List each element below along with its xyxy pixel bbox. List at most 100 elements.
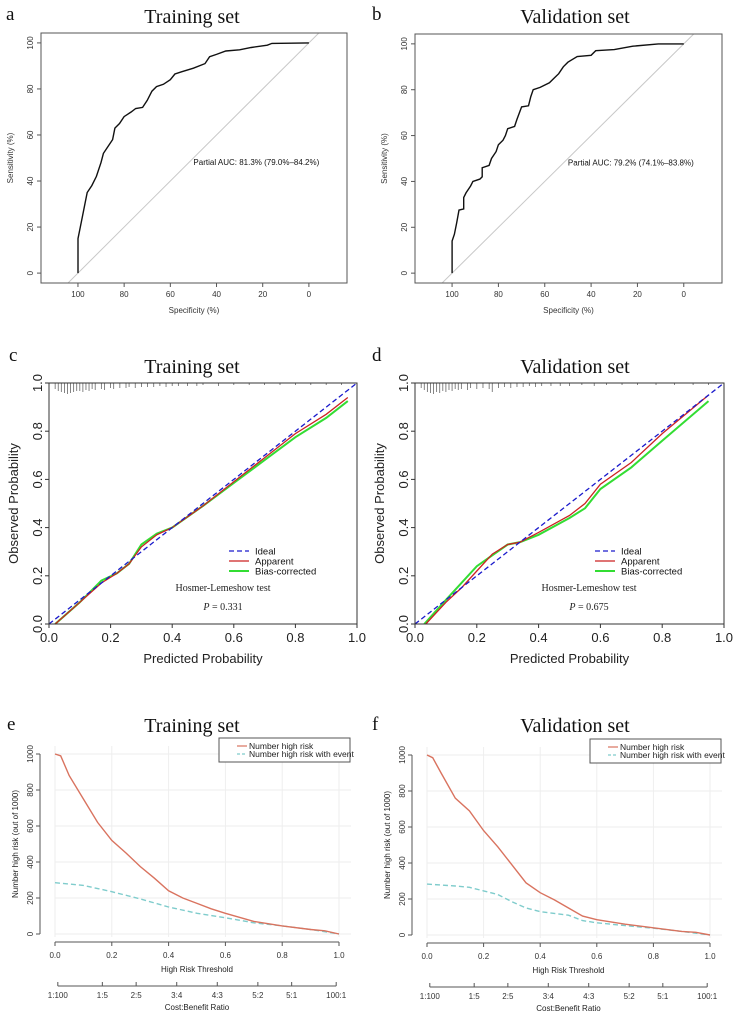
x-tick-label: 1.0	[333, 951, 345, 960]
ideal-line	[48, 382, 358, 625]
with-event-line	[426, 883, 711, 936]
x-tick-label: 40	[587, 290, 596, 299]
ideal-line	[414, 382, 725, 625]
x-tick-label: 0.2	[478, 952, 490, 961]
x-axis-label: Specificity (%)	[543, 306, 594, 315]
p-value: = 0.331	[209, 602, 242, 613]
legend-box	[218, 737, 351, 763]
apparent-line	[54, 396, 349, 625]
chart-title: Validation set	[520, 6, 630, 28]
auc-annotation: Partial AUC: 81.3% (79.0%–84.2%)	[193, 158, 319, 167]
panel-f: f Validation set 0 200 400 600 800 1000 0.0 0.2 0.…	[372, 714, 726, 1013]
cost-benefit-tick-label: 1:5	[469, 992, 481, 1001]
chart-title: Validation set	[520, 715, 630, 737]
legend-label: Apparent	[255, 557, 294, 568]
y-tick-label: 40	[400, 176, 409, 185]
panel-d: d Validation set 0.0 0.2 0.4 0.6 0.8 1.0 0.0 0.2 0…	[372, 345, 733, 666]
cost-benefit-tick-label: 5:2	[624, 992, 636, 1001]
chart-title: Training set	[144, 715, 240, 737]
x-tick-label: 0.8	[286, 630, 304, 645]
x-tick-label: 60	[166, 290, 175, 299]
x-tick-label: 0.2	[468, 630, 486, 645]
x-tick-label: 0.6	[225, 630, 243, 645]
y-tick-label: 0	[26, 270, 35, 275]
y-tick-label: 1.0	[30, 374, 45, 392]
y-axis-label: Observed Probability	[372, 443, 387, 564]
x-tick-label: 40	[212, 290, 221, 299]
cost-benefit-tick-label: 1:100	[48, 991, 69, 1000]
y-tick-label: 60	[26, 130, 35, 139]
hl-test-label: Hosmer-Lemeshow test	[175, 583, 270, 594]
x-tick-label: 0.6	[591, 630, 609, 645]
cost-benefit-tick-label: 2:5	[131, 991, 143, 1000]
panel-label: d	[372, 345, 382, 366]
legend-label: Number high risk	[620, 742, 685, 752]
apparent-line	[425, 394, 709, 625]
y-tick-label: 400	[26, 855, 35, 869]
y-tick-label: 1.0	[396, 374, 411, 392]
cost-benefit-tick-label: 5:2	[252, 991, 264, 1000]
cost-benefit-tick-label: 3:4	[543, 992, 555, 1001]
x-tick-label: 100	[445, 290, 459, 299]
high-risk-line	[426, 754, 711, 936]
y-tick-label: 40	[26, 176, 35, 185]
x-tick-label: 0.6	[591, 952, 603, 961]
auc-annotation: Partial AUC: 79.2% (74.1%–83.8%)	[568, 158, 694, 167]
bias-corrected-line	[423, 400, 710, 625]
y-tick-label: 800	[398, 784, 407, 798]
y-tick-label: 0.0	[396, 615, 411, 633]
with-event-line	[54, 882, 340, 935]
x-tick-label: 0.2	[106, 951, 118, 960]
y-tick-label: 400	[398, 856, 407, 870]
p-symbol: P	[202, 602, 209, 613]
x-axis-label: High Risk Threshold	[533, 966, 605, 975]
cost-benefit-tick-label: 4:3	[212, 991, 224, 1000]
y-axis-label: Number high risk (out of 1000)	[11, 790, 20, 898]
y-tick-label: 0.6	[30, 470, 45, 488]
reference-diagonal	[67, 33, 320, 283]
cost-benefit-tick-label: 100:1	[697, 992, 718, 1001]
x-tick-label: 0.0	[421, 952, 433, 961]
x-tick-label: 100	[71, 290, 85, 299]
panel-label: e	[7, 714, 15, 735]
y-axis-label: Observed Probability	[6, 443, 21, 564]
x-tick-label: 0.0	[49, 951, 61, 960]
p-symbol: P	[568, 602, 575, 613]
y-tick-label: 0.2	[396, 567, 411, 585]
x-axis-label: Predicted Probability	[510, 651, 630, 666]
panel-label: c	[9, 345, 17, 366]
x-tick-label: 0.2	[102, 630, 120, 645]
chart-title: Validation set	[520, 356, 630, 378]
x-tick-label: 80	[120, 290, 129, 299]
x-tick-label: 0	[307, 290, 312, 299]
x-tick-label: 0.8	[648, 952, 660, 961]
x-tick-label: 80	[494, 290, 503, 299]
y-tick-label: 100	[26, 36, 35, 50]
cost-benefit-tick-label: 5:1	[657, 992, 669, 1001]
cost-benefit-tick-label: 100:1	[326, 991, 347, 1000]
chart-title: Training set	[144, 6, 240, 28]
x-axis-label: Specificity (%)	[169, 306, 220, 315]
x-tick-label: 0.0	[406, 630, 424, 645]
y-tick-label: 200	[398, 892, 407, 906]
y-axis-label: Sensitivity (%)	[380, 133, 389, 184]
cost-benefit-tick-label: 4:3	[583, 992, 595, 1001]
x-tick-label: 1.0	[348, 630, 366, 645]
y-tick-label: 600	[26, 819, 35, 833]
panel-c: c Training set 0.0 0.2 0.4 0.6 0.8 1.0 0.0 0.2 0.4…	[6, 345, 366, 666]
legend-label: Bias-corrected	[255, 567, 316, 578]
y-tick-label: 20	[26, 222, 35, 231]
y-tick-label: 0	[400, 270, 409, 275]
y-tick-label: 0.2	[30, 567, 45, 585]
y-tick-label: 20	[400, 222, 409, 231]
y-tick-label: 1000	[26, 745, 35, 763]
y-tick-label: 800	[26, 783, 35, 797]
legend-label: Number high risk	[249, 741, 314, 751]
y-tick-label: 0.6	[396, 470, 411, 488]
roc-curve	[77, 42, 309, 274]
y-tick-label: 0.4	[396, 519, 411, 537]
plot-box	[48, 382, 358, 625]
panel-label: a	[6, 4, 15, 25]
plot-box	[40, 32, 348, 284]
